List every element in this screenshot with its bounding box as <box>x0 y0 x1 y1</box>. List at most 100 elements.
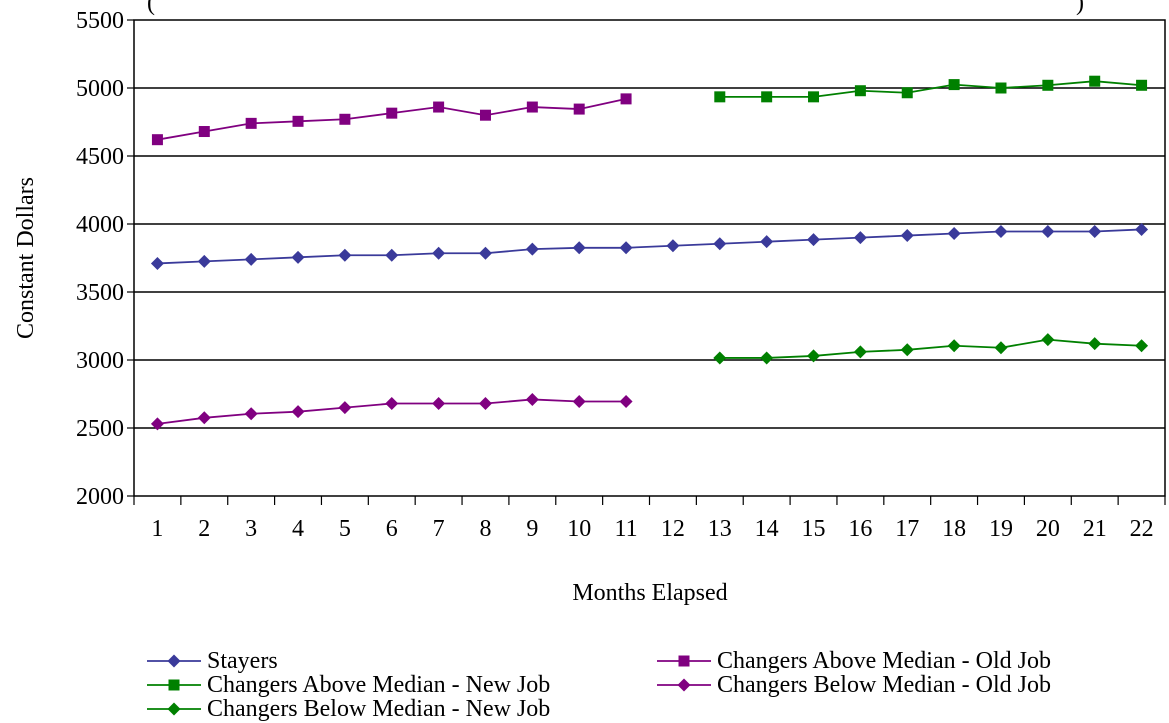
x-tick-label: 3 <box>245 516 257 542</box>
y-tick-label: 3000 <box>76 348 124 374</box>
data-point <box>1042 79 1054 91</box>
data-point <box>339 113 351 125</box>
data-point <box>1088 337 1102 351</box>
data-point <box>385 397 399 411</box>
legend-label: Changers Below Median - Old Job <box>717 672 1051 698</box>
data-point <box>291 405 305 419</box>
y-tick-label: 4500 <box>76 144 124 170</box>
data-point <box>478 397 492 411</box>
data-point <box>994 224 1008 238</box>
data-point <box>1135 339 1149 353</box>
data-point <box>432 246 446 260</box>
legend-item: Changers Above Median - New Job <box>145 672 550 698</box>
series-1 <box>150 222 1149 270</box>
series-line <box>157 228 1142 265</box>
y-tick-label: 2500 <box>76 416 124 442</box>
legend-swatch <box>147 679 201 691</box>
data-point <box>808 91 820 103</box>
data-point <box>572 241 586 255</box>
legend-item: Stayers <box>145 648 278 674</box>
x-tick-label: 13 <box>708 516 732 542</box>
x-tick-label: 18 <box>942 516 966 542</box>
series-group <box>150 75 1149 431</box>
x-tick-label: 22 <box>1130 516 1154 542</box>
data-point <box>713 351 727 365</box>
data-point <box>900 229 914 243</box>
data-point <box>433 101 445 113</box>
data-point <box>620 93 632 105</box>
data-point <box>853 231 867 245</box>
data-point <box>1089 75 1101 87</box>
x-tick-label: 7 <box>433 516 445 542</box>
series-4 <box>150 392 633 431</box>
legend-marker <box>678 655 690 667</box>
data-point <box>478 246 492 260</box>
data-point <box>807 349 821 363</box>
series-line <box>719 80 1142 98</box>
y-tick-label: 5500 <box>76 8 124 34</box>
legend-marker <box>168 679 180 691</box>
data-point <box>385 248 399 262</box>
x-tick-label: 8 <box>479 516 491 542</box>
data-point <box>619 394 633 408</box>
data-point <box>854 85 866 97</box>
data-point <box>761 91 773 103</box>
y-tick-label: 5000 <box>76 76 124 102</box>
data-point <box>338 248 352 262</box>
title-fragment-right: ) <box>1076 0 1084 16</box>
data-point <box>150 417 164 431</box>
data-point <box>1135 222 1149 236</box>
data-point <box>714 91 726 103</box>
legend-swatch <box>657 678 711 692</box>
data-point <box>994 341 1008 355</box>
data-point <box>760 235 774 249</box>
data-point <box>901 87 913 99</box>
x-tick-label: 15 <box>802 516 826 542</box>
y-axis-label: Constant Dollars <box>13 177 39 339</box>
x-tick-label: 14 <box>755 516 779 542</box>
data-point <box>386 107 398 119</box>
data-point <box>338 401 352 415</box>
data-point <box>150 256 164 270</box>
data-point <box>573 103 585 115</box>
y-tick-label: 2000 <box>76 484 124 510</box>
data-point <box>947 339 961 353</box>
data-point <box>1136 79 1148 91</box>
data-point <box>1041 333 1055 347</box>
data-point <box>151 134 163 146</box>
legend-label: Changers Above Median - New Job <box>207 672 551 698</box>
y-axis: 2000 2500 3000 3500 4000 4500 5000 5500 <box>76 8 134 510</box>
x-tick-label: 5 <box>339 516 351 542</box>
x-tick-label: 2 <box>198 516 210 542</box>
data-point <box>244 252 258 266</box>
legend-item: Changers Below Median - Old Job <box>655 672 1051 698</box>
data-point <box>900 343 914 357</box>
y-tick-label: 4000 <box>76 212 124 238</box>
data-point <box>291 250 305 264</box>
x-tick-label: 19 <box>989 516 1013 542</box>
data-point <box>525 242 539 256</box>
data-point <box>760 351 774 365</box>
legend-swatch <box>147 654 201 668</box>
legend-swatch <box>657 655 711 667</box>
x-tick-label: 17 <box>895 516 919 542</box>
x-tick-label: 11 <box>615 516 638 542</box>
data-point <box>526 101 538 113</box>
legend-marker <box>167 654 181 668</box>
legend: Stayers Changers Above Median - Old Job Ch… <box>145 648 1155 722</box>
legend-label: Stayers <box>207 648 278 674</box>
data-point <box>479 109 491 121</box>
data-point <box>948 79 960 91</box>
legend-swatch <box>147 702 201 716</box>
data-point <box>292 115 304 127</box>
x-axis: 1 2 3 4 5 6 7 8 9 10 11 12 13 14 15 16 17 18 19 20 21 22 <box>133 496 1166 542</box>
title-fragment-left: ( <box>147 0 155 16</box>
data-point <box>197 254 211 268</box>
data-point <box>572 394 586 408</box>
x-tick-label: 12 <box>661 516 685 542</box>
data-point <box>853 345 867 359</box>
x-tick-label: 6 <box>386 516 398 542</box>
data-point <box>525 392 539 406</box>
x-tick-label: 16 <box>848 516 872 542</box>
